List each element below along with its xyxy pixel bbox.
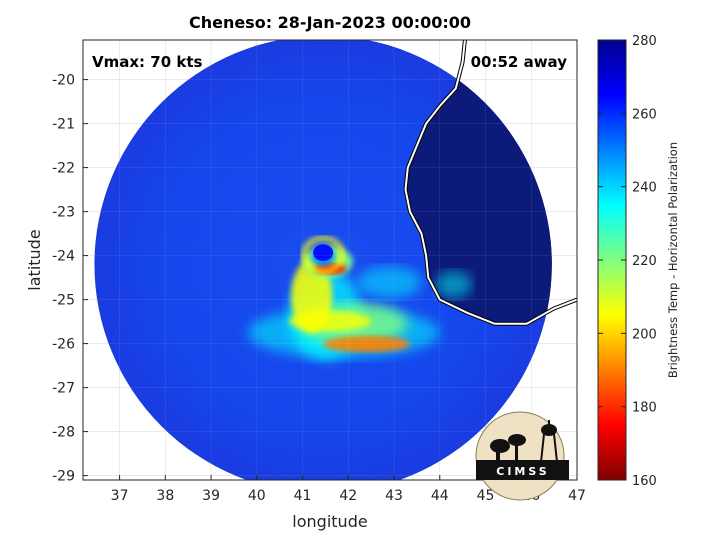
grid-overlay [83,40,577,480]
x-axis-ticks: 3738394041424344454647 [111,475,586,504]
x-tick-label: 47 [568,488,586,504]
eyewall [301,235,345,274]
logo-text: CIMSS [496,465,549,478]
colorbar: 280 260 240 220 200 180 160 Brightness Temp - … [597,34,680,489]
y-tick-label: -24 [52,249,75,265]
storm-eye [313,244,334,261]
x-tick-label: 40 [248,488,266,504]
rainband-features [247,235,472,361]
x-axis-label: longitude [292,512,367,531]
rainband [435,270,472,299]
cimss-logo: CIMSS [475,411,569,501]
colorbar-label: Brightness Temp - Horizontal Polarizatio… [666,142,680,378]
colorbar-tick-label: 260 [632,107,657,122]
y-axis-ticks: -20 -21 -22 -23 -24 -25 -26 -27 -28 -29 [52,73,88,485]
x-tick-label: 41 [294,488,312,504]
y-tick-label: -20 [52,73,75,89]
satellite-dish-icon [490,439,510,453]
y-tick-label: -27 [52,381,75,397]
plot-frame [82,39,578,481]
x-tick-label: 45 [477,488,495,504]
x-tick-label: 39 [202,488,220,504]
rainband [323,335,411,353]
colorbar-tick-label: 240 [632,181,657,196]
logo-banner [476,460,569,480]
x-tick-label: 44 [431,488,449,504]
x-tick-label: 43 [385,488,403,504]
water-tower-icon [541,424,557,436]
colorbar-tick-label: 180 [632,401,657,416]
colorbar-tick-label: 160 [632,474,657,489]
x-tick-label: 38 [156,488,174,504]
chart-title: Cheneso: 28-Jan-2023 00:00:00 [189,13,471,32]
y-axis-label: latitude [25,229,44,290]
y-tick-label: -29 [52,469,75,485]
colorbar-ticks: 280 260 240 220 200 180 160 [598,34,657,489]
vmax-annotation: Vmax: 70 kts [92,53,202,71]
x-tick-label: 42 [339,488,357,504]
time-away-annotation: 00:52 away [471,53,568,71]
colorbar-tick-label: 280 [632,34,657,49]
colorbar-tick-label: 200 [632,327,657,342]
y-tick-label: -22 [52,161,75,177]
rainband [357,266,422,299]
y-tick-label: -23 [52,205,75,221]
x-tick-label: 37 [111,488,129,504]
y-tick-label: -25 [52,293,75,309]
rainband [288,311,372,332]
y-tick-label: -26 [52,337,75,353]
y-tick-label: -21 [52,117,75,133]
plot-area: 3738394041424344454647 -20-21-22-23-24-2… [52,39,586,504]
coastline [404,40,577,325]
colorbar-tick-label: 220 [632,254,657,269]
y-tick-label: -28 [52,425,75,441]
